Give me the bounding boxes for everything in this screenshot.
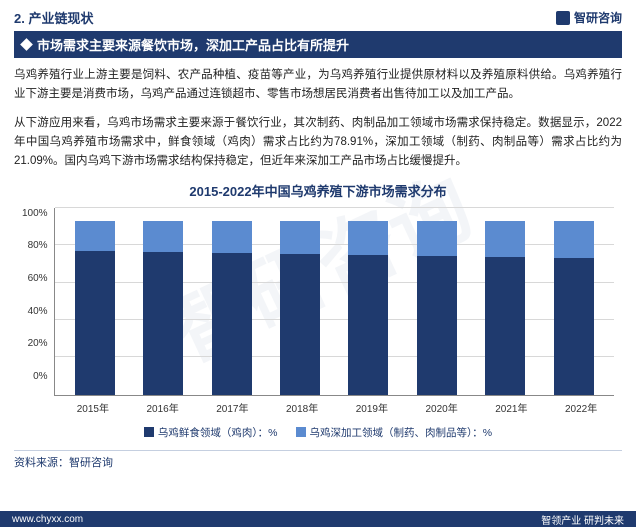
section-label: 2. 产业链现状 — [14, 8, 93, 27]
x-tick-label: 2021年 — [491, 400, 531, 415]
x-tick-label: 2016年 — [143, 400, 183, 415]
chart-area: 100% 80% 60% 40% 20% 0% — [14, 208, 622, 396]
y-tick-label: 0% — [22, 371, 48, 382]
plot-area — [54, 208, 614, 396]
y-tick-label: 100% — [22, 208, 48, 219]
bar-segment-fresh — [485, 257, 525, 395]
bar-column — [280, 221, 320, 395]
title-text: 市场需求主要来源餐饮市场，深加工产品占比有所提升 — [37, 35, 349, 54]
legend-item: 乌鸡深加工领域（制药、肉制品等）：% — [296, 425, 493, 440]
bar-segment-fresh — [143, 252, 183, 395]
footer-url: www.chyxx.com — [12, 514, 83, 525]
bar-segment-processed — [280, 221, 320, 254]
content-wrapper: 2. 产业链现状 智研咨询 市场需求主要来源餐饮市场，深加工产品占比有所提升 乌… — [0, 0, 636, 474]
y-tick-label: 80% — [22, 240, 48, 251]
legend: 乌鸡鲜食领域（鸡肉）：% 乌鸡深加工领域（制药、肉制品等）：% — [14, 425, 622, 440]
legend-item: 乌鸡鲜食领域（鸡肉）：% — [144, 425, 278, 440]
legend-label: 乌鸡鲜食领域（鸡肉）：% — [158, 425, 278, 440]
bar-segment-processed — [417, 221, 457, 256]
brand-icon — [556, 11, 570, 25]
legend-label: 乌鸡深加工领域（制药、肉制品等）：% — [310, 425, 493, 440]
x-tick-label: 2017年 — [212, 400, 252, 415]
bar-column — [554, 221, 594, 395]
x-tick-label: 2015年 — [73, 400, 113, 415]
bar-column — [485, 221, 525, 395]
bar-column — [75, 221, 115, 395]
y-tick-label: 60% — [22, 273, 48, 284]
paragraph-2: 从下游应用来看，乌鸡市场需求主要来源于餐饮行业，其次制药、肉制品加工领域市场需求… — [14, 114, 622, 171]
x-tick-label: 2020年 — [422, 400, 462, 415]
bar-segment-fresh — [280, 254, 320, 395]
legend-swatch — [144, 427, 154, 437]
bar-segment-processed — [75, 221, 115, 251]
bar-column — [212, 221, 252, 395]
bar-segment-processed — [143, 221, 183, 252]
x-axis-labels: 2015年 2016年 2017年 2018年 2019年 2020年 2021年 2022年 — [52, 396, 622, 415]
bar-segment-fresh — [417, 256, 457, 395]
bar-segment-fresh — [212, 253, 252, 395]
bar-column — [143, 221, 183, 395]
bar-segment-processed — [554, 221, 594, 258]
bar-segment-processed — [212, 221, 252, 253]
section-header: 2. 产业链现状 智研咨询 — [14, 8, 622, 27]
bar-segment-fresh — [554, 258, 594, 395]
bar-column — [348, 221, 388, 395]
y-axis: 100% 80% 60% 40% 20% 0% — [22, 208, 54, 396]
brand-text: 智研咨询 — [574, 9, 622, 26]
bar-segment-processed — [348, 221, 388, 255]
x-tick-label: 2019年 — [352, 400, 392, 415]
bar-column — [417, 221, 457, 395]
x-tick-label: 2018年 — [282, 400, 322, 415]
bar-segment-fresh — [75, 251, 115, 395]
y-tick-label: 20% — [22, 338, 48, 349]
bars-container — [55, 208, 614, 395]
x-axis-wrap: 2015年 2016年 2017年 2018年 2019年 2020年 2021年 2022年 — [14, 396, 622, 415]
brand: 智研咨询 — [556, 9, 622, 26]
x-tick-label: 2022年 — [561, 400, 601, 415]
footer-bar: www.chyxx.com 智领产业 研判未来 — [0, 511, 636, 527]
bar-segment-fresh — [348, 255, 388, 395]
title-bar: 市场需求主要来源餐饮市场，深加工产品占比有所提升 — [14, 31, 622, 58]
footer-slogan: 智领产业 研判未来 — [541, 512, 624, 527]
bar-segment-processed — [485, 221, 525, 257]
y-tick-label: 40% — [22, 306, 48, 317]
legend-swatch — [296, 427, 306, 437]
diamond-icon — [20, 38, 33, 51]
paragraph-1: 乌鸡养殖行业上游主要是饲料、农产品种植、疫苗等产业，为乌鸡养殖行业提供原材料以及… — [14, 66, 622, 104]
source-line: 资料来源：智研咨询 — [14, 450, 622, 470]
chart-title: 2015-2022年中国乌鸡养殖下游市场需求分布 — [14, 181, 622, 200]
